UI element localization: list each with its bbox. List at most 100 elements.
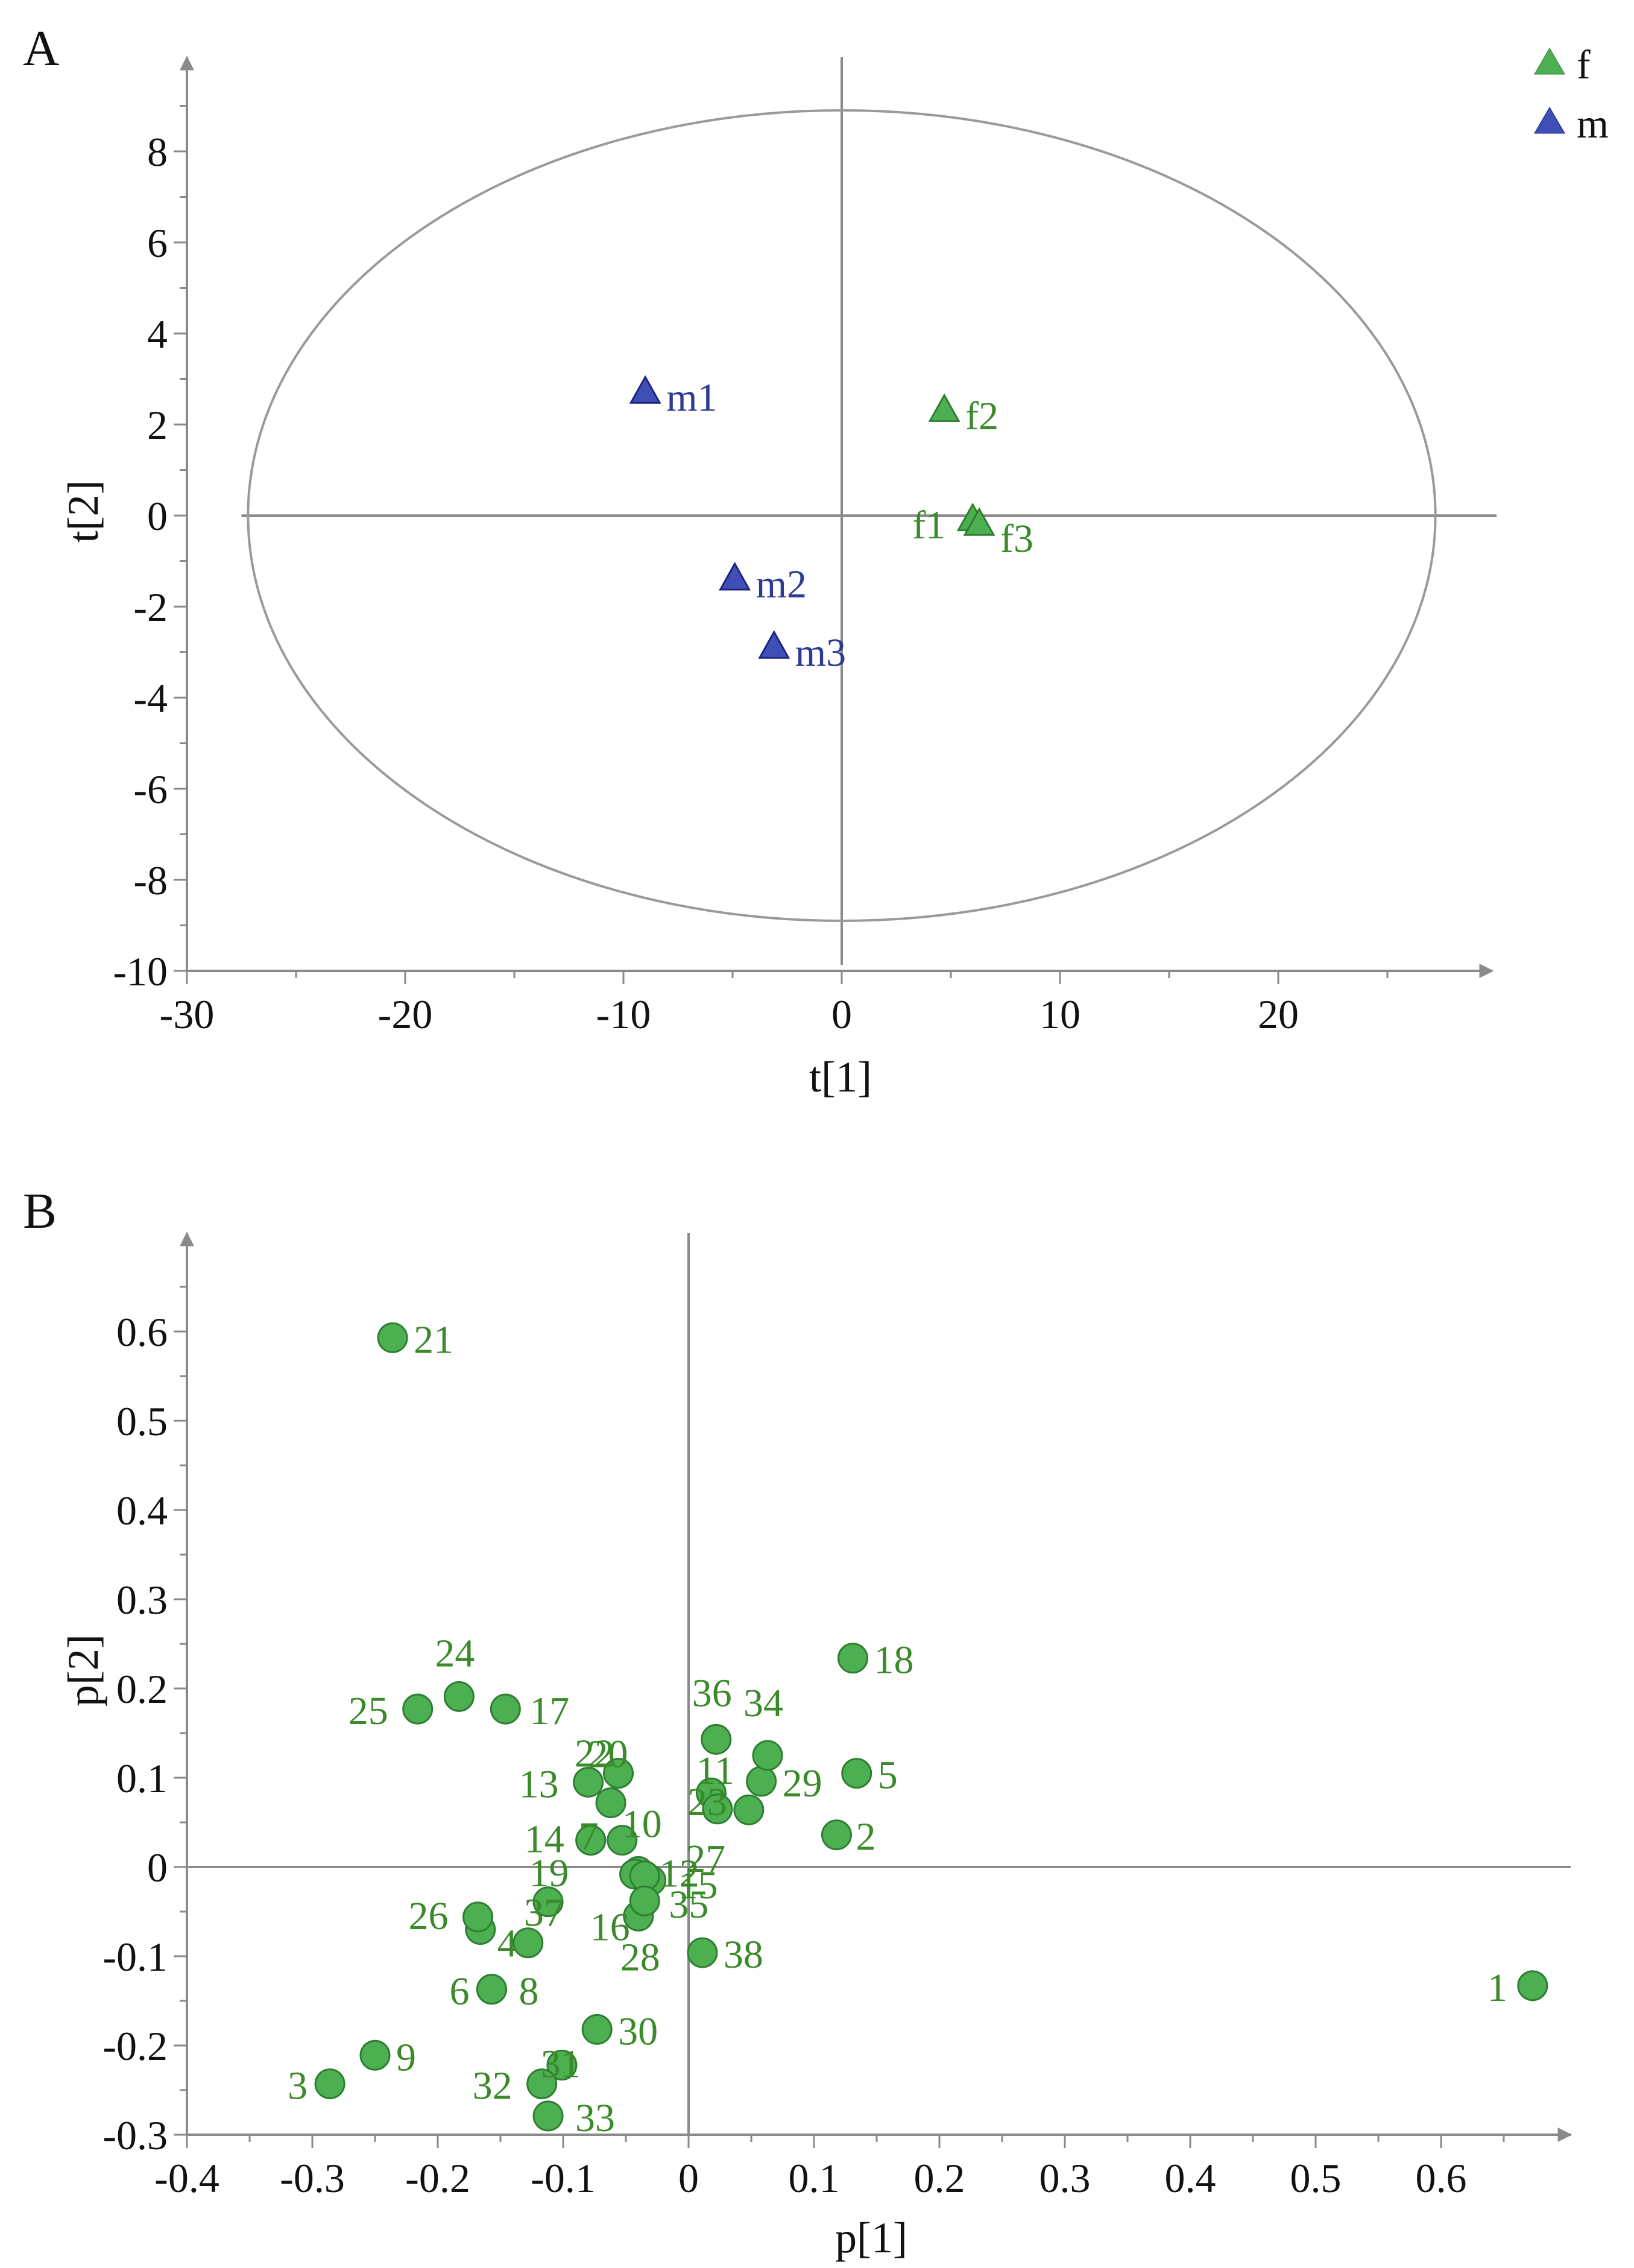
panel-b-x-tick-label: 0.5: [1290, 2155, 1342, 2201]
panel-b-x-tick-label: -0.3: [280, 2155, 345, 2201]
panel-a-y-tick-label: -8: [133, 858, 168, 903]
panel-b-point-label-23: 23: [687, 1780, 727, 1824]
panel-b-y-tick-label: 0.5: [116, 1398, 168, 1444]
panel-a-x-tick-label: -30: [160, 991, 215, 1037]
panel-b-y-tick-label: 0.2: [116, 1666, 168, 1712]
panel-b-point-26: [462, 1901, 494, 1933]
legend-triangle-f: [1534, 48, 1565, 75]
panel-b-point-label-29: 29: [783, 1761, 822, 1805]
panel-b-point-label-22: 22: [575, 1731, 614, 1775]
panel-a-y-tick-label: 0: [147, 493, 168, 539]
panel-b-point-label-3: 3: [288, 2064, 308, 2108]
panel-a-y-tick-label: 4: [147, 311, 168, 357]
panel-a-hotelling-ellipse: [247, 109, 1437, 922]
panel-b-point-1: [1517, 1970, 1548, 2001]
panel-a-point-label-f3: f3: [1000, 517, 1033, 561]
panel-b-loading-plot: -0.4 -0.3 -0.2 -0.1 0 0.1 0.2 0.3 0.4 0.5 0.6-0.3-…: [59, 1231, 1572, 2262]
panel-b-point-label-25: 25: [349, 1689, 388, 1733]
panel-b-y-tick-label: 0: [147, 1845, 168, 1891]
panel-b-point-label-6: 6: [449, 1969, 469, 2014]
panel-b-x-tick-label: -0.4: [154, 2155, 219, 2201]
panel-b-x-tick-label: 0.3: [1039, 2155, 1091, 2201]
panel-b-point-unlabeled-39: [733, 1794, 765, 1825]
legend-label-m: m: [1577, 101, 1609, 147]
panel-b-point-31: [546, 2050, 578, 2081]
panel-b-point-label-1: 1: [1487, 1966, 1507, 2010]
panel-a-point-label-m1: m1: [666, 376, 717, 420]
panel-b-point-label-14: 14: [525, 1818, 564, 1862]
panel-b-x-tick-label: 0.1: [789, 2155, 840, 2201]
panel-b-point-9: [359, 2039, 391, 2071]
panel-b-point-label-27: 27: [686, 1837, 725, 1881]
panel-a-y-tick-label: 6: [147, 220, 168, 266]
panel-b-letter: B: [23, 1183, 57, 1239]
panel-b-point-8: [476, 1974, 507, 2005]
panel-b-point-label-13: 13: [519, 1762, 559, 1806]
panel-b-point-36: [701, 1723, 732, 1755]
panel-a-x-tick-label: -10: [596, 991, 651, 1037]
panel-b-point-30: [581, 2014, 613, 2045]
panel-b-point-label-9: 9: [396, 2035, 416, 2079]
panel-b-y-tick-label: -0.2: [103, 2023, 168, 2069]
panel-b-point-label-2: 2: [856, 1815, 875, 1859]
panel-b-point-18: [837, 1643, 868, 1674]
panel-b-point-label-20: 20: [588, 1733, 628, 1777]
panel-a-point-label-f2: f2: [965, 394, 998, 438]
panel-b-point-29: [746, 1766, 777, 1797]
panel-b-point-2: [821, 1819, 852, 1851]
panel-a-y-tick-label: 8: [147, 129, 168, 175]
panel-b-point-14: [575, 1825, 607, 1856]
panel-b-point-22: [595, 1787, 626, 1818]
panel-b-point-label-11: 11: [696, 1749, 734, 1793]
legend-triangle-m: [1534, 107, 1565, 134]
panel-b-x-tick-label: -0.1: [531, 2155, 596, 2201]
panel-a-point-m1: [629, 375, 661, 404]
panel-b-point-unlabeled-38: [513, 1927, 544, 1959]
panel-b-x-tick-label: 0.6: [1416, 2155, 1467, 2201]
panel-b-point-label-34: 34: [743, 1681, 783, 1725]
panel-b-point-label-33: 33: [575, 2096, 615, 2140]
panel-b-point-35: [629, 1885, 660, 1916]
panel-a-point-label-m2: m2: [756, 563, 807, 607]
panel-b-y-tick-label: 0.4: [116, 1488, 168, 1534]
panel-b-point-label-5: 5: [878, 1754, 898, 1798]
panel-b-point-label-12: 12: [660, 1851, 699, 1895]
panel-b-point-label-32: 32: [473, 2064, 513, 2108]
panel-b-point-17: [490, 1693, 521, 1725]
panel-a-x-tick-label: 0: [831, 991, 852, 1037]
panel-b-y-tick-label: -0.3: [103, 2112, 168, 2158]
panel-b-point-label-38: 38: [724, 1933, 763, 1977]
panel-a-x-tick-label: 20: [1258, 991, 1299, 1037]
panel-b-y-tick-label: 0.3: [116, 1577, 168, 1623]
panel-b-point-label-4: 4: [497, 1922, 517, 1966]
panel-b-point-label-24: 24: [435, 1631, 475, 1675]
panel-a-x-tick-label: -20: [378, 991, 433, 1037]
panel-b-point-label-16: 16: [590, 1905, 630, 1949]
panel-b-x-tick-label: 0.4: [1165, 2155, 1216, 2201]
panel-a-y-tick-label: -6: [133, 766, 168, 812]
legend-entry-f: f: [1534, 42, 1591, 87]
panel-b-y-tick-label: -0.1: [103, 1934, 168, 1980]
panel-b-point-label-31: 31: [541, 2042, 581, 2086]
panel-b-point-label-19: 19: [529, 1851, 569, 1895]
panel-b-point-label-21: 21: [414, 1318, 453, 1362]
panel-b-point-37: [532, 1886, 564, 1918]
panel-a-point-label-m3: m3: [795, 631, 846, 675]
panel-a-y-tick-label: -10: [113, 949, 168, 994]
panel-a-point-f2: [928, 393, 961, 422]
panel-b-point-3: [314, 2068, 345, 2100]
panel-a-y-tick-label: -2: [133, 584, 168, 630]
panel-b-y-axis-title: p[2]: [59, 1634, 107, 1707]
panel-b-y-tick-label: 0.6: [116, 1309, 168, 1355]
panel-b-x-axis-title: p[1]: [835, 2214, 907, 2262]
panel-a-y-axis-title: t[2]: [59, 480, 107, 543]
panel-a-y-tick-label: 2: [147, 402, 168, 448]
panel-b-point-label-17: 17: [529, 1689, 569, 1733]
panel-a-point-m2: [719, 561, 751, 591]
legend-entry-m: m: [1534, 101, 1609, 147]
panel-a-x-tick-label: 10: [1039, 991, 1080, 1037]
panel-a-letter: A: [23, 21, 60, 77]
panel-b-point-label-26: 26: [409, 1894, 449, 1938]
